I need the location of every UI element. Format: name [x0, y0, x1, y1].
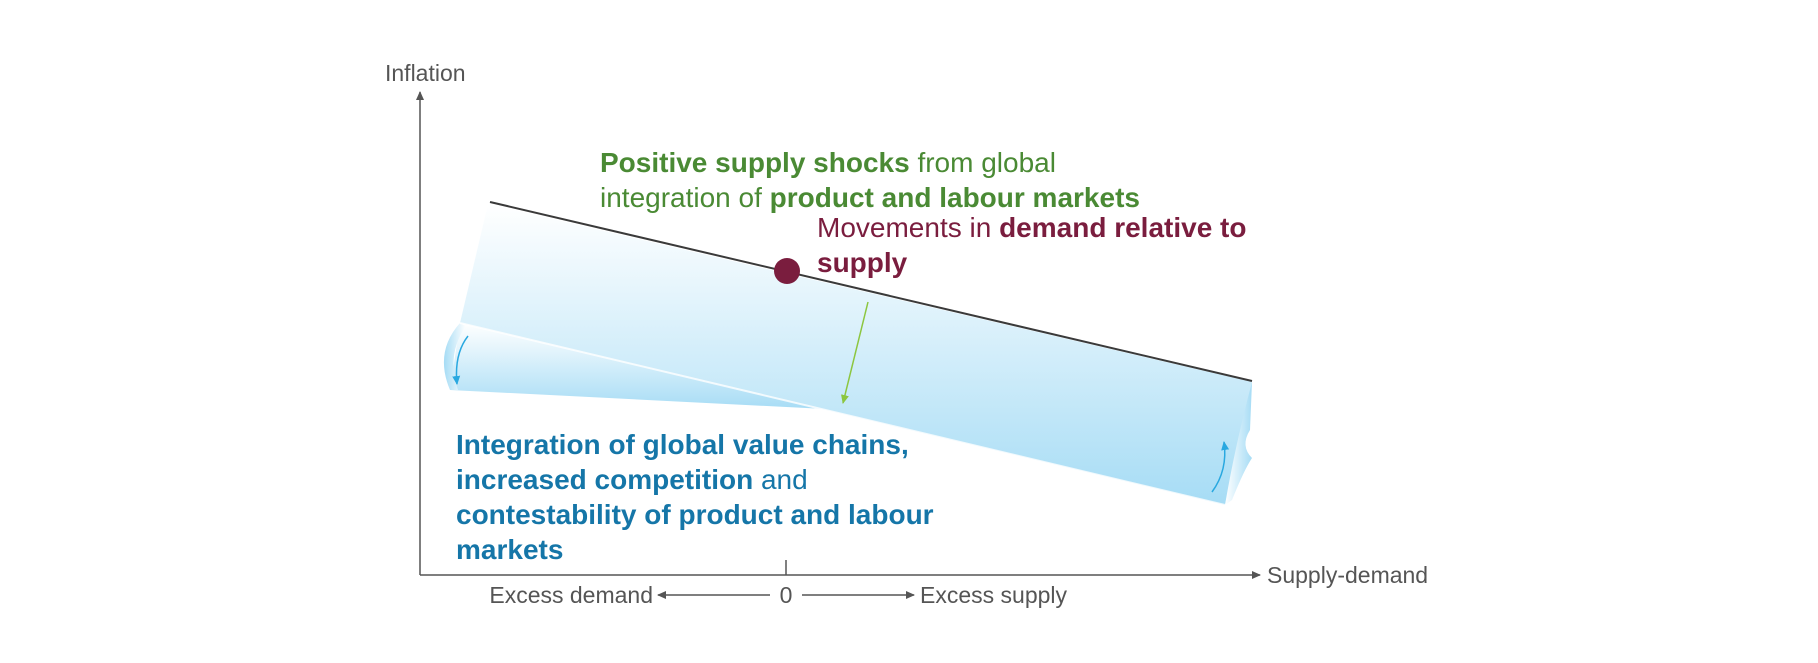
supply-shocks-rest-1: from global: [910, 147, 1056, 178]
demand-annotation-line2: supply: [817, 247, 908, 278]
integration-annotation-line4: markets: [456, 534, 563, 565]
supply-shock-arrow: [841, 301, 869, 404]
demand-bold-1: demand relative to: [999, 212, 1246, 243]
excess-demand-label: Excess demand: [489, 582, 653, 608]
band-divider: [459, 322, 1226, 506]
demand-plain-1: Movements in: [817, 212, 999, 243]
x-axis-label: Supply-demand: [1267, 562, 1428, 588]
integration-annotation-line2: increased competition and: [456, 464, 808, 495]
supply-shocks-bold-1: Positive supply shocks: [600, 147, 910, 178]
equilibrium-point: [774, 258, 800, 284]
right-rotation-arrow: [1211, 441, 1230, 493]
origin-label: 0: [780, 582, 793, 608]
left-wedge-edge: [443, 323, 466, 390]
integration-rest-2: and: [753, 464, 808, 495]
integration-annotation-line3: contestability of product and labour: [456, 499, 934, 530]
excess-supply-label: Excess supply: [920, 582, 1068, 608]
integration-bold-2: increased competition: [456, 464, 753, 495]
supply-shocks-plain-2: integration of: [600, 182, 770, 213]
supply-shocks-annotation-line2: integration of product and labour market…: [600, 182, 1140, 213]
shaded-band: [443, 204, 1252, 506]
supply-shocks-annotation-line1: Positive supply shocks from global: [600, 147, 1056, 178]
left-rotation-arrow: [452, 335, 469, 385]
demand-annotation-line1: Movements in demand relative to: [817, 212, 1246, 243]
y-axis-label: Inflation: [385, 60, 466, 86]
integration-annotation-line1: Integration of global value chains,: [456, 429, 909, 460]
axes: [416, 91, 1261, 599]
main-band: [460, 204, 1252, 505]
right-band-edge: [1225, 382, 1252, 505]
phillips-curve-line: [489, 201, 1253, 382]
supply-shocks-bold-2: product and labour markets: [770, 182, 1140, 213]
